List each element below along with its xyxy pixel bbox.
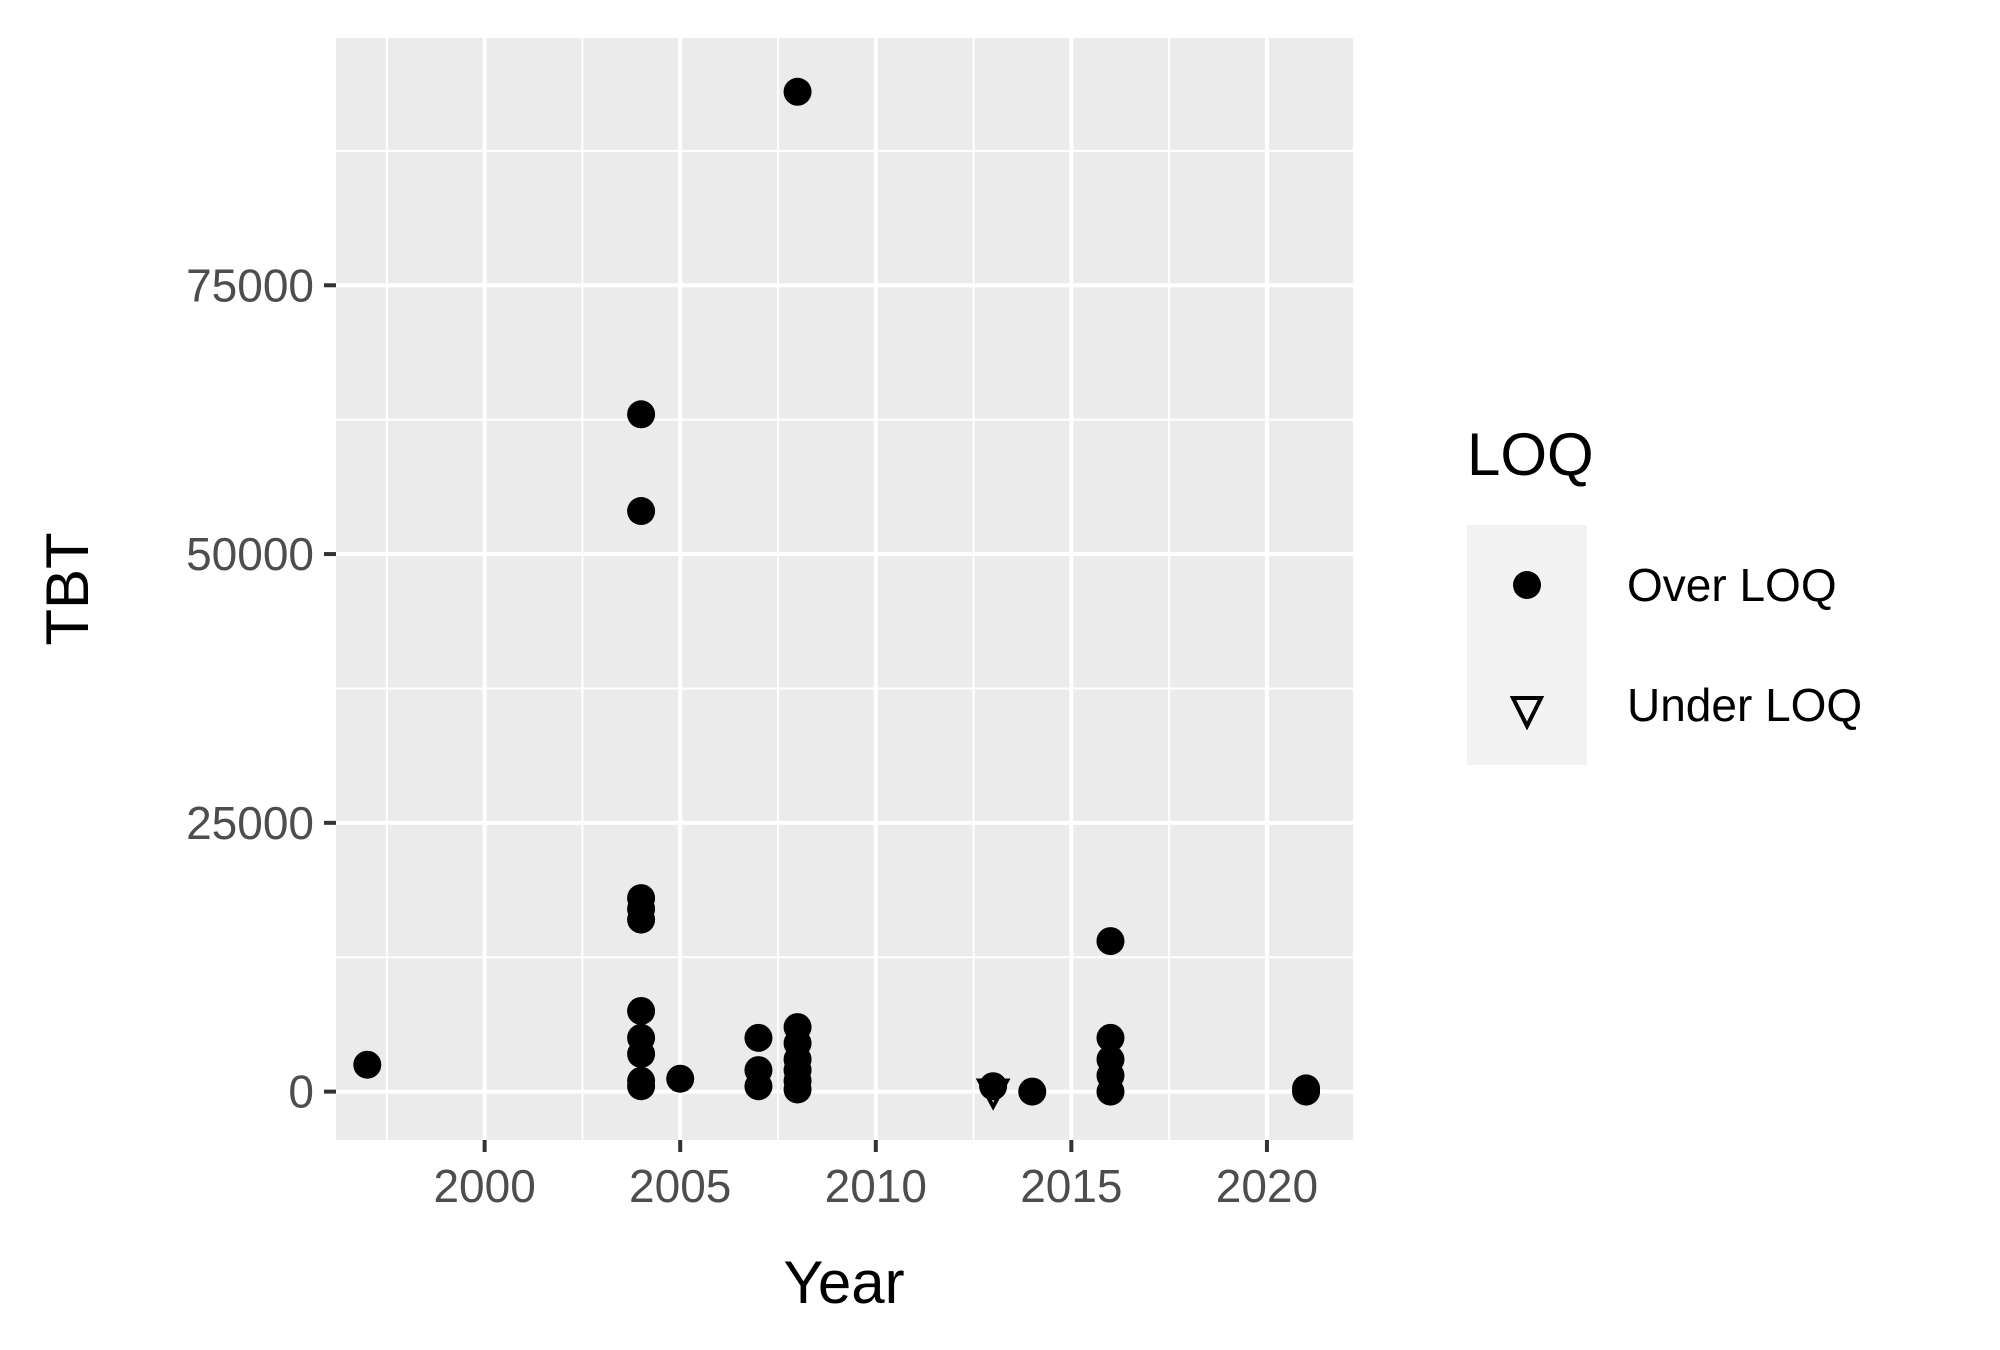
data-point-over-loq [1292, 1077, 1321, 1106]
y-tick-label: 0 [288, 1066, 314, 1118]
y-tick-label: 75000 [186, 259, 314, 311]
legend-key-under-loq [1509, 696, 1545, 731]
y-axis-title: TBT [34, 532, 101, 645]
legend-label-over-loq: Over LOQ [1627, 559, 1837, 611]
major-grid [336, 38, 1353, 1140]
data-point-over-loq [353, 1050, 382, 1079]
x-axis: 2000 2005 2010 2015 2020 [433, 1140, 1318, 1212]
legend-label-under-loq: Under LOQ [1627, 679, 1862, 731]
y-axis: 0 25000 50000 75000 [186, 259, 336, 1118]
data-point-over-loq [783, 77, 812, 106]
y-tick-label: 50000 [186, 528, 314, 580]
data-point-over-loq [1096, 927, 1125, 956]
minor-grid [336, 38, 1353, 1140]
data-point-over-loq [1096, 1077, 1125, 1106]
x-tick-label: 2000 [433, 1160, 535, 1212]
x-tick-label: 2005 [629, 1160, 731, 1212]
data-point-over-loq [627, 996, 656, 1025]
y-tick-label: 25000 [186, 797, 314, 849]
data-points [353, 77, 1321, 1111]
data-point-over-loq [1018, 1077, 1047, 1106]
data-point-over-loq [1096, 1023, 1125, 1052]
data-point-over-loq [627, 497, 656, 526]
x-tick-label: 2020 [1216, 1160, 1318, 1212]
data-point-over-loq [627, 1072, 656, 1101]
data-point-over-loq [666, 1064, 695, 1093]
plot-panel [336, 38, 1353, 1140]
legend-key-over-loq [1513, 571, 1541, 599]
legend: LOQ Over LOQ Under LOQ [1467, 421, 1862, 765]
data-point-over-loq [744, 1023, 773, 1052]
x-axis-title: Year [783, 1249, 904, 1316]
data-point-over-loq [627, 1039, 656, 1068]
data-point-under-loq [975, 1078, 1011, 1111]
data-point-over-loq [744, 1072, 773, 1101]
data-point-over-loq [783, 1075, 812, 1104]
data-point-over-loq [627, 400, 656, 429]
x-tick-label: 2010 [825, 1160, 927, 1212]
data-point-over-loq [627, 905, 656, 934]
legend-title: LOQ [1467, 421, 1594, 488]
x-tick-label: 2015 [1020, 1160, 1122, 1212]
